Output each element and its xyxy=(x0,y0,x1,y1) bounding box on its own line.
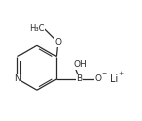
Text: O: O xyxy=(95,75,102,83)
Text: OH: OH xyxy=(74,60,87,69)
Text: Li: Li xyxy=(110,74,119,84)
Text: N: N xyxy=(14,75,21,83)
Text: O: O xyxy=(54,38,61,46)
Text: +: + xyxy=(118,71,124,76)
Text: B: B xyxy=(77,75,83,83)
Text: H₃C: H₃C xyxy=(29,24,45,34)
Text: −: − xyxy=(101,71,106,76)
